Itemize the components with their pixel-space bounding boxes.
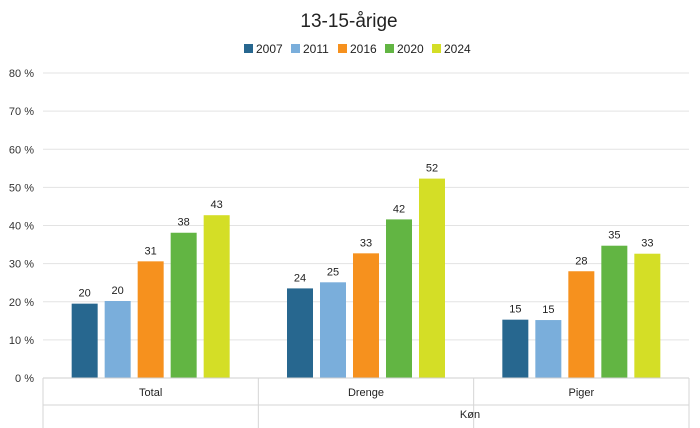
- legend-swatch-2011: [291, 44, 300, 53]
- y-tick-label: 50 %: [9, 182, 34, 194]
- data-label-drenge-2007: 24: [294, 272, 306, 284]
- category-label-drenge: Drenge: [348, 387, 384, 399]
- data-label-piger-2011: 15: [542, 304, 554, 316]
- legend-label-2016: 2016: [350, 42, 377, 56]
- chart-title: 13-15-årige: [300, 11, 397, 32]
- bar-total-2011: [104, 300, 131, 378]
- bar-total-2007: [71, 303, 98, 378]
- data-label-total-2020: 38: [178, 217, 190, 229]
- legend-label-2011: 2011: [303, 42, 329, 56]
- y-tick-label: 20 %: [9, 297, 34, 309]
- y-tick-label: 0 %: [15, 373, 34, 385]
- bar-total-2016: [137, 261, 164, 378]
- category-label-piger: Piger: [568, 387, 594, 399]
- bar-drenge-2007: [287, 288, 313, 378]
- data-label-total-2011: 20: [112, 285, 124, 297]
- legend-swatch-2016: [338, 44, 347, 53]
- legend: 2007 2011 2016 2020 2024: [244, 42, 471, 56]
- bar-total-2020: [170, 232, 197, 378]
- bar-drenge-2011: [320, 282, 346, 378]
- bar-total-2024: [203, 215, 230, 378]
- y-tick-label: 40 %: [9, 221, 34, 233]
- legend-swatch-2024: [432, 44, 441, 53]
- bar-drenge-2024: [419, 178, 445, 378]
- data-label-piger-2024: 33: [641, 238, 653, 250]
- x-axis-title: Køn: [460, 409, 480, 421]
- y-tick-label: 30 %: [9, 259, 34, 271]
- bar-drenge-2020: [386, 219, 412, 378]
- y-axis-ticks: 0 % 10 % 20 % 30 % 40 % 50 % 60 % 70 % 80 %: [9, 68, 34, 385]
- data-labels: 20 20 31 38 43 24 25 33 42 52 15 15 28 35 33: [79, 163, 654, 316]
- data-label-total-2024: 43: [211, 199, 223, 211]
- data-label-piger-2020: 35: [608, 230, 620, 242]
- legend-label-2024: 2024: [444, 42, 471, 56]
- data-label-drenge-2020: 42: [393, 203, 405, 215]
- data-label-piger-2016: 28: [575, 255, 587, 267]
- x-axis: Total Drenge Piger: [42, 377, 690, 428]
- bar-piger-2011: [535, 320, 562, 378]
- y-tick-label: 80 %: [9, 68, 34, 80]
- bar-piger-2007: [502, 319, 529, 378]
- category-label-total: Total: [139, 387, 162, 399]
- bars: [71, 178, 661, 378]
- bar-piger-2016: [568, 271, 595, 378]
- bar-piger-2020: [601, 245, 628, 378]
- data-label-drenge-2016: 33: [360, 237, 372, 249]
- legend-label-2020: 2020: [397, 42, 424, 56]
- data-label-drenge-2011: 25: [327, 266, 339, 278]
- legend-swatch-2020: [385, 44, 394, 53]
- y-tick-label: 10 %: [9, 335, 34, 347]
- bar-drenge-2016: [353, 253, 379, 378]
- data-label-total-2016: 31: [145, 245, 157, 257]
- data-label-total-2007: 20: [79, 288, 91, 300]
- y-tick-label: 60 %: [9, 144, 34, 156]
- legend-swatch-2007: [244, 44, 253, 53]
- data-label-piger-2007: 15: [509, 304, 521, 316]
- legend-label-2007: 2007: [256, 42, 283, 56]
- bar-piger-2024: [634, 253, 661, 378]
- data-label-drenge-2024: 52: [426, 163, 438, 175]
- y-tick-label: 70 %: [9, 106, 34, 118]
